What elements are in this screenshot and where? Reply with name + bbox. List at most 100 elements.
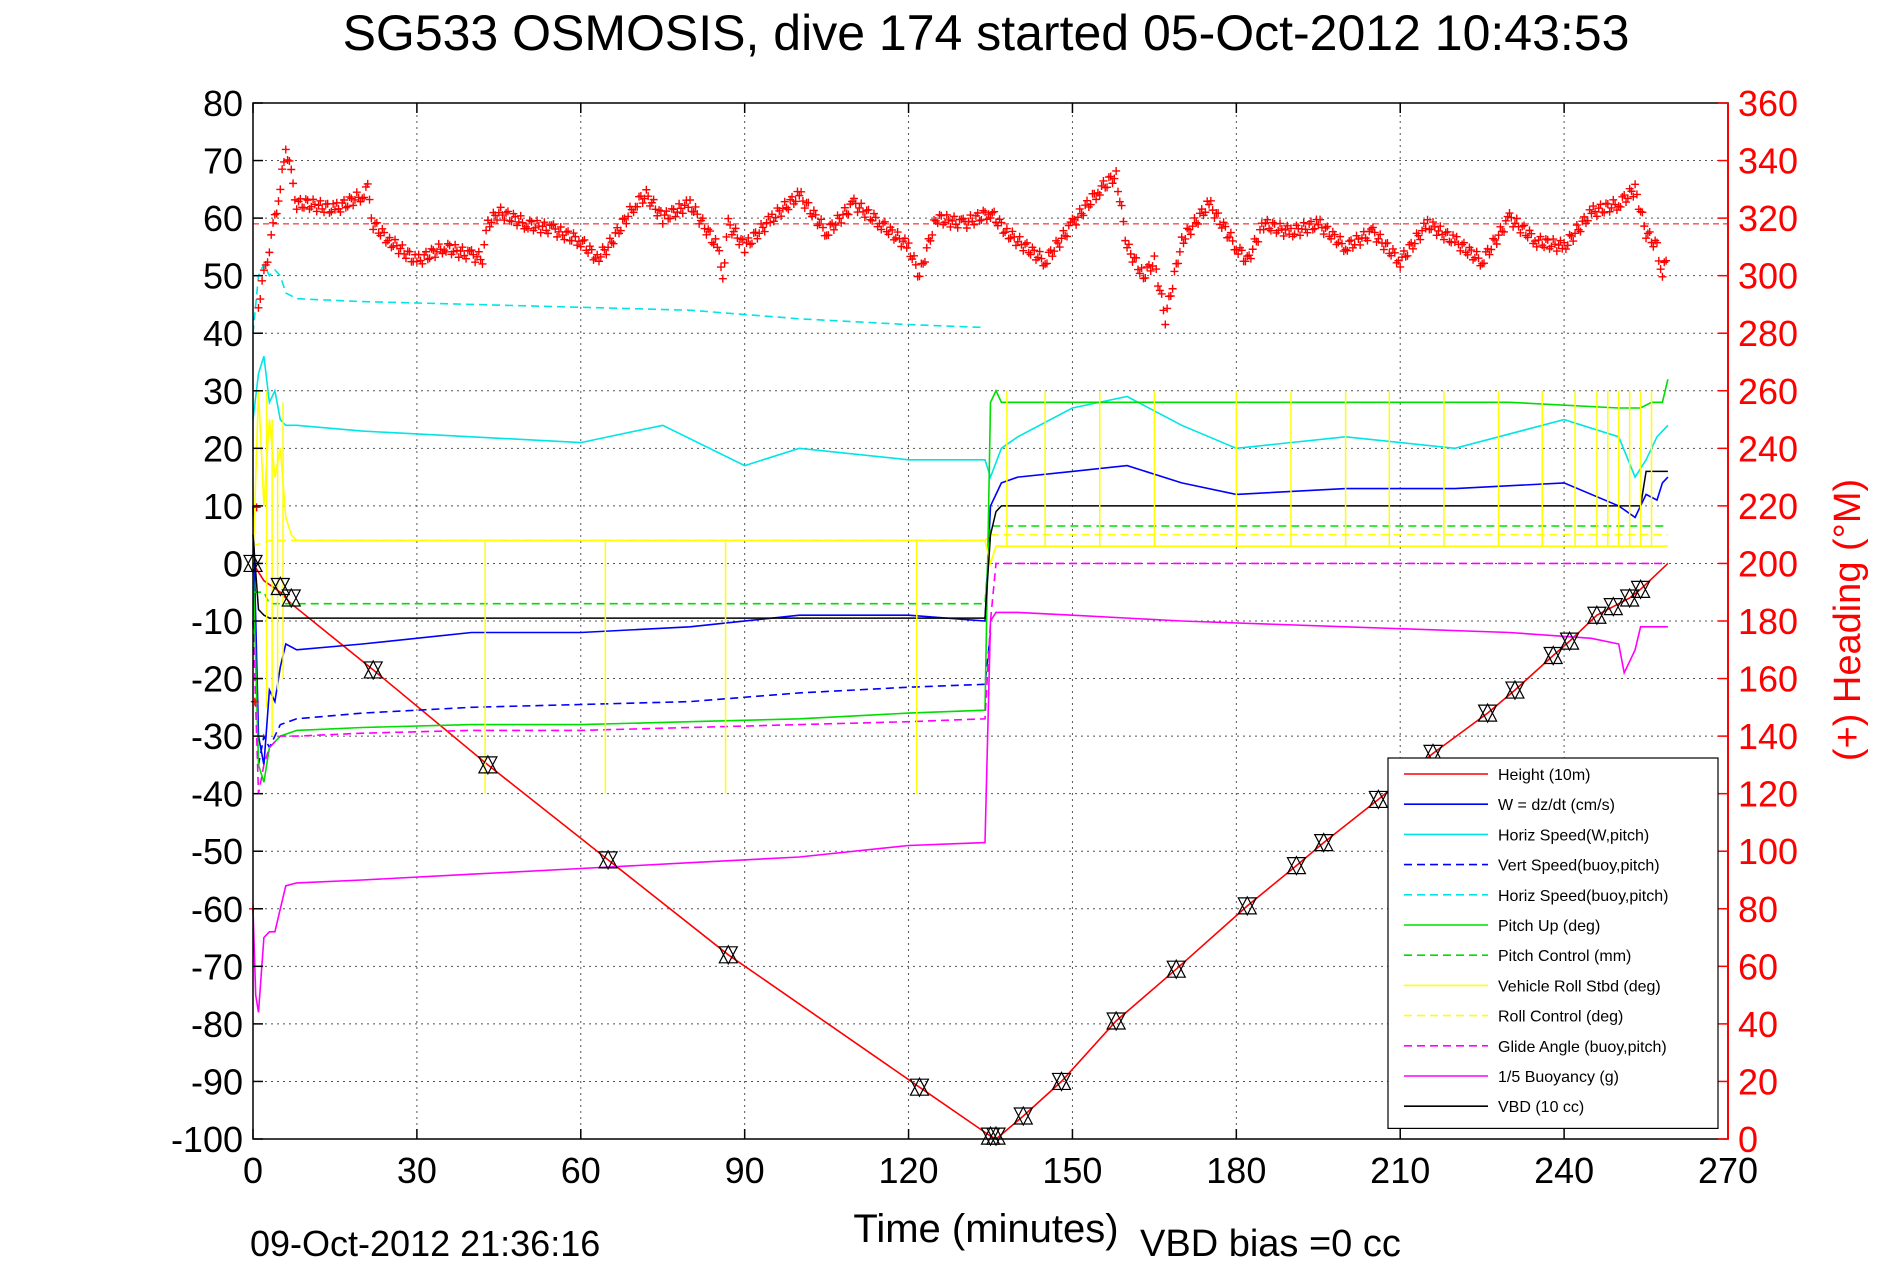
heading-point xyxy=(1592,212,1601,221)
heading-point xyxy=(345,192,354,201)
y2-tick-label: 280 xyxy=(1738,313,1798,354)
y-tick-label: 30 xyxy=(203,371,243,412)
heading-point xyxy=(511,212,520,221)
heading-point xyxy=(731,224,740,233)
heading-point xyxy=(1627,187,1636,196)
heading-point xyxy=(471,258,480,267)
heading-point xyxy=(1053,238,1062,247)
heading-point xyxy=(1609,195,1618,204)
heading-point xyxy=(722,232,731,241)
heading-point xyxy=(686,195,695,204)
heading-point xyxy=(990,207,999,216)
legend-label: W = dz/dt (cm/s) xyxy=(1498,797,1615,814)
heading-point xyxy=(1363,236,1372,245)
heading-point xyxy=(842,209,851,218)
heading-point xyxy=(1321,223,1330,232)
heading-point xyxy=(808,212,817,221)
heading-point xyxy=(1449,231,1458,240)
heading-point xyxy=(893,228,902,237)
heading-point xyxy=(1505,209,1514,218)
heading-point xyxy=(1276,219,1285,228)
heading-point xyxy=(844,210,853,219)
heading-point xyxy=(480,240,489,249)
heading-point xyxy=(285,156,294,165)
heading-point xyxy=(1532,242,1541,251)
heading-point xyxy=(1019,246,1028,255)
heading-point xyxy=(1146,266,1155,275)
height-marker xyxy=(1106,1010,1127,1032)
heading-point xyxy=(1616,202,1625,211)
height-marker xyxy=(477,754,498,776)
heading-point xyxy=(269,218,278,227)
heading-point xyxy=(1591,207,1600,216)
heading-point xyxy=(1024,248,1033,257)
heading-point xyxy=(979,206,988,215)
heading-point xyxy=(1184,225,1193,234)
heading-point xyxy=(707,238,716,247)
heading-point xyxy=(1299,218,1308,227)
heading-point xyxy=(451,240,460,249)
heading-point xyxy=(1121,236,1130,245)
series-line-1 xyxy=(252,464,1669,766)
y-tick-label: -20 xyxy=(191,659,243,700)
heading-point xyxy=(928,230,937,239)
heading-point xyxy=(1128,258,1137,267)
heading-point xyxy=(387,243,396,252)
heading-point xyxy=(937,211,946,220)
heading-point xyxy=(693,210,702,219)
heading-point xyxy=(1195,209,1204,218)
heading-point xyxy=(1623,194,1632,203)
heading-point xyxy=(1408,244,1417,253)
y-tick-label: -80 xyxy=(191,1004,243,1045)
heading-point xyxy=(1649,242,1658,251)
heading-point xyxy=(602,250,611,259)
heading-point xyxy=(573,241,582,250)
heading-point xyxy=(962,224,971,233)
heading-point xyxy=(301,195,310,204)
heading-point xyxy=(385,233,394,242)
heading-point xyxy=(999,229,1008,238)
heading-point xyxy=(1086,200,1095,209)
heading-point xyxy=(525,216,534,225)
height-marker xyxy=(1237,895,1258,917)
heading-point xyxy=(1620,191,1629,200)
heading-point xyxy=(571,232,580,241)
heading-point xyxy=(1186,230,1195,239)
heading-point xyxy=(746,240,755,249)
heading-point xyxy=(1336,232,1345,241)
heading-point xyxy=(1496,222,1505,231)
heading-point xyxy=(1596,200,1605,209)
legend-label: Vehicle Roll Stbd (deg) xyxy=(1498,978,1661,995)
heading-point xyxy=(283,156,292,165)
heading-point xyxy=(1124,240,1133,249)
heading-point xyxy=(879,219,888,228)
heading-point xyxy=(1190,213,1199,222)
heading-point xyxy=(1436,222,1445,231)
heading-point xyxy=(1489,234,1498,243)
heading-point xyxy=(970,220,979,229)
heading-point xyxy=(363,179,372,188)
heading-point xyxy=(352,188,361,197)
heading-point xyxy=(724,214,733,223)
heading-point xyxy=(270,210,279,219)
y-tick-label: -30 xyxy=(191,716,243,757)
heading-point xyxy=(684,203,693,212)
heading-point xyxy=(371,219,380,228)
heading-point xyxy=(910,251,919,260)
heading-point xyxy=(1135,269,1144,278)
heading-point xyxy=(747,239,756,248)
heading-point xyxy=(1241,257,1250,266)
heading-point xyxy=(1183,224,1192,233)
heading-point xyxy=(1512,214,1521,223)
heading-point xyxy=(1383,238,1392,247)
heading-point xyxy=(267,230,276,239)
heading-point xyxy=(755,229,764,238)
heading-point xyxy=(1155,286,1164,295)
heading-point xyxy=(1414,231,1423,240)
heading-point xyxy=(1530,237,1539,246)
series-line-0 xyxy=(252,562,1669,1140)
heading-point xyxy=(405,247,414,256)
heading-point xyxy=(840,203,849,212)
series-line-6 xyxy=(253,525,1668,605)
